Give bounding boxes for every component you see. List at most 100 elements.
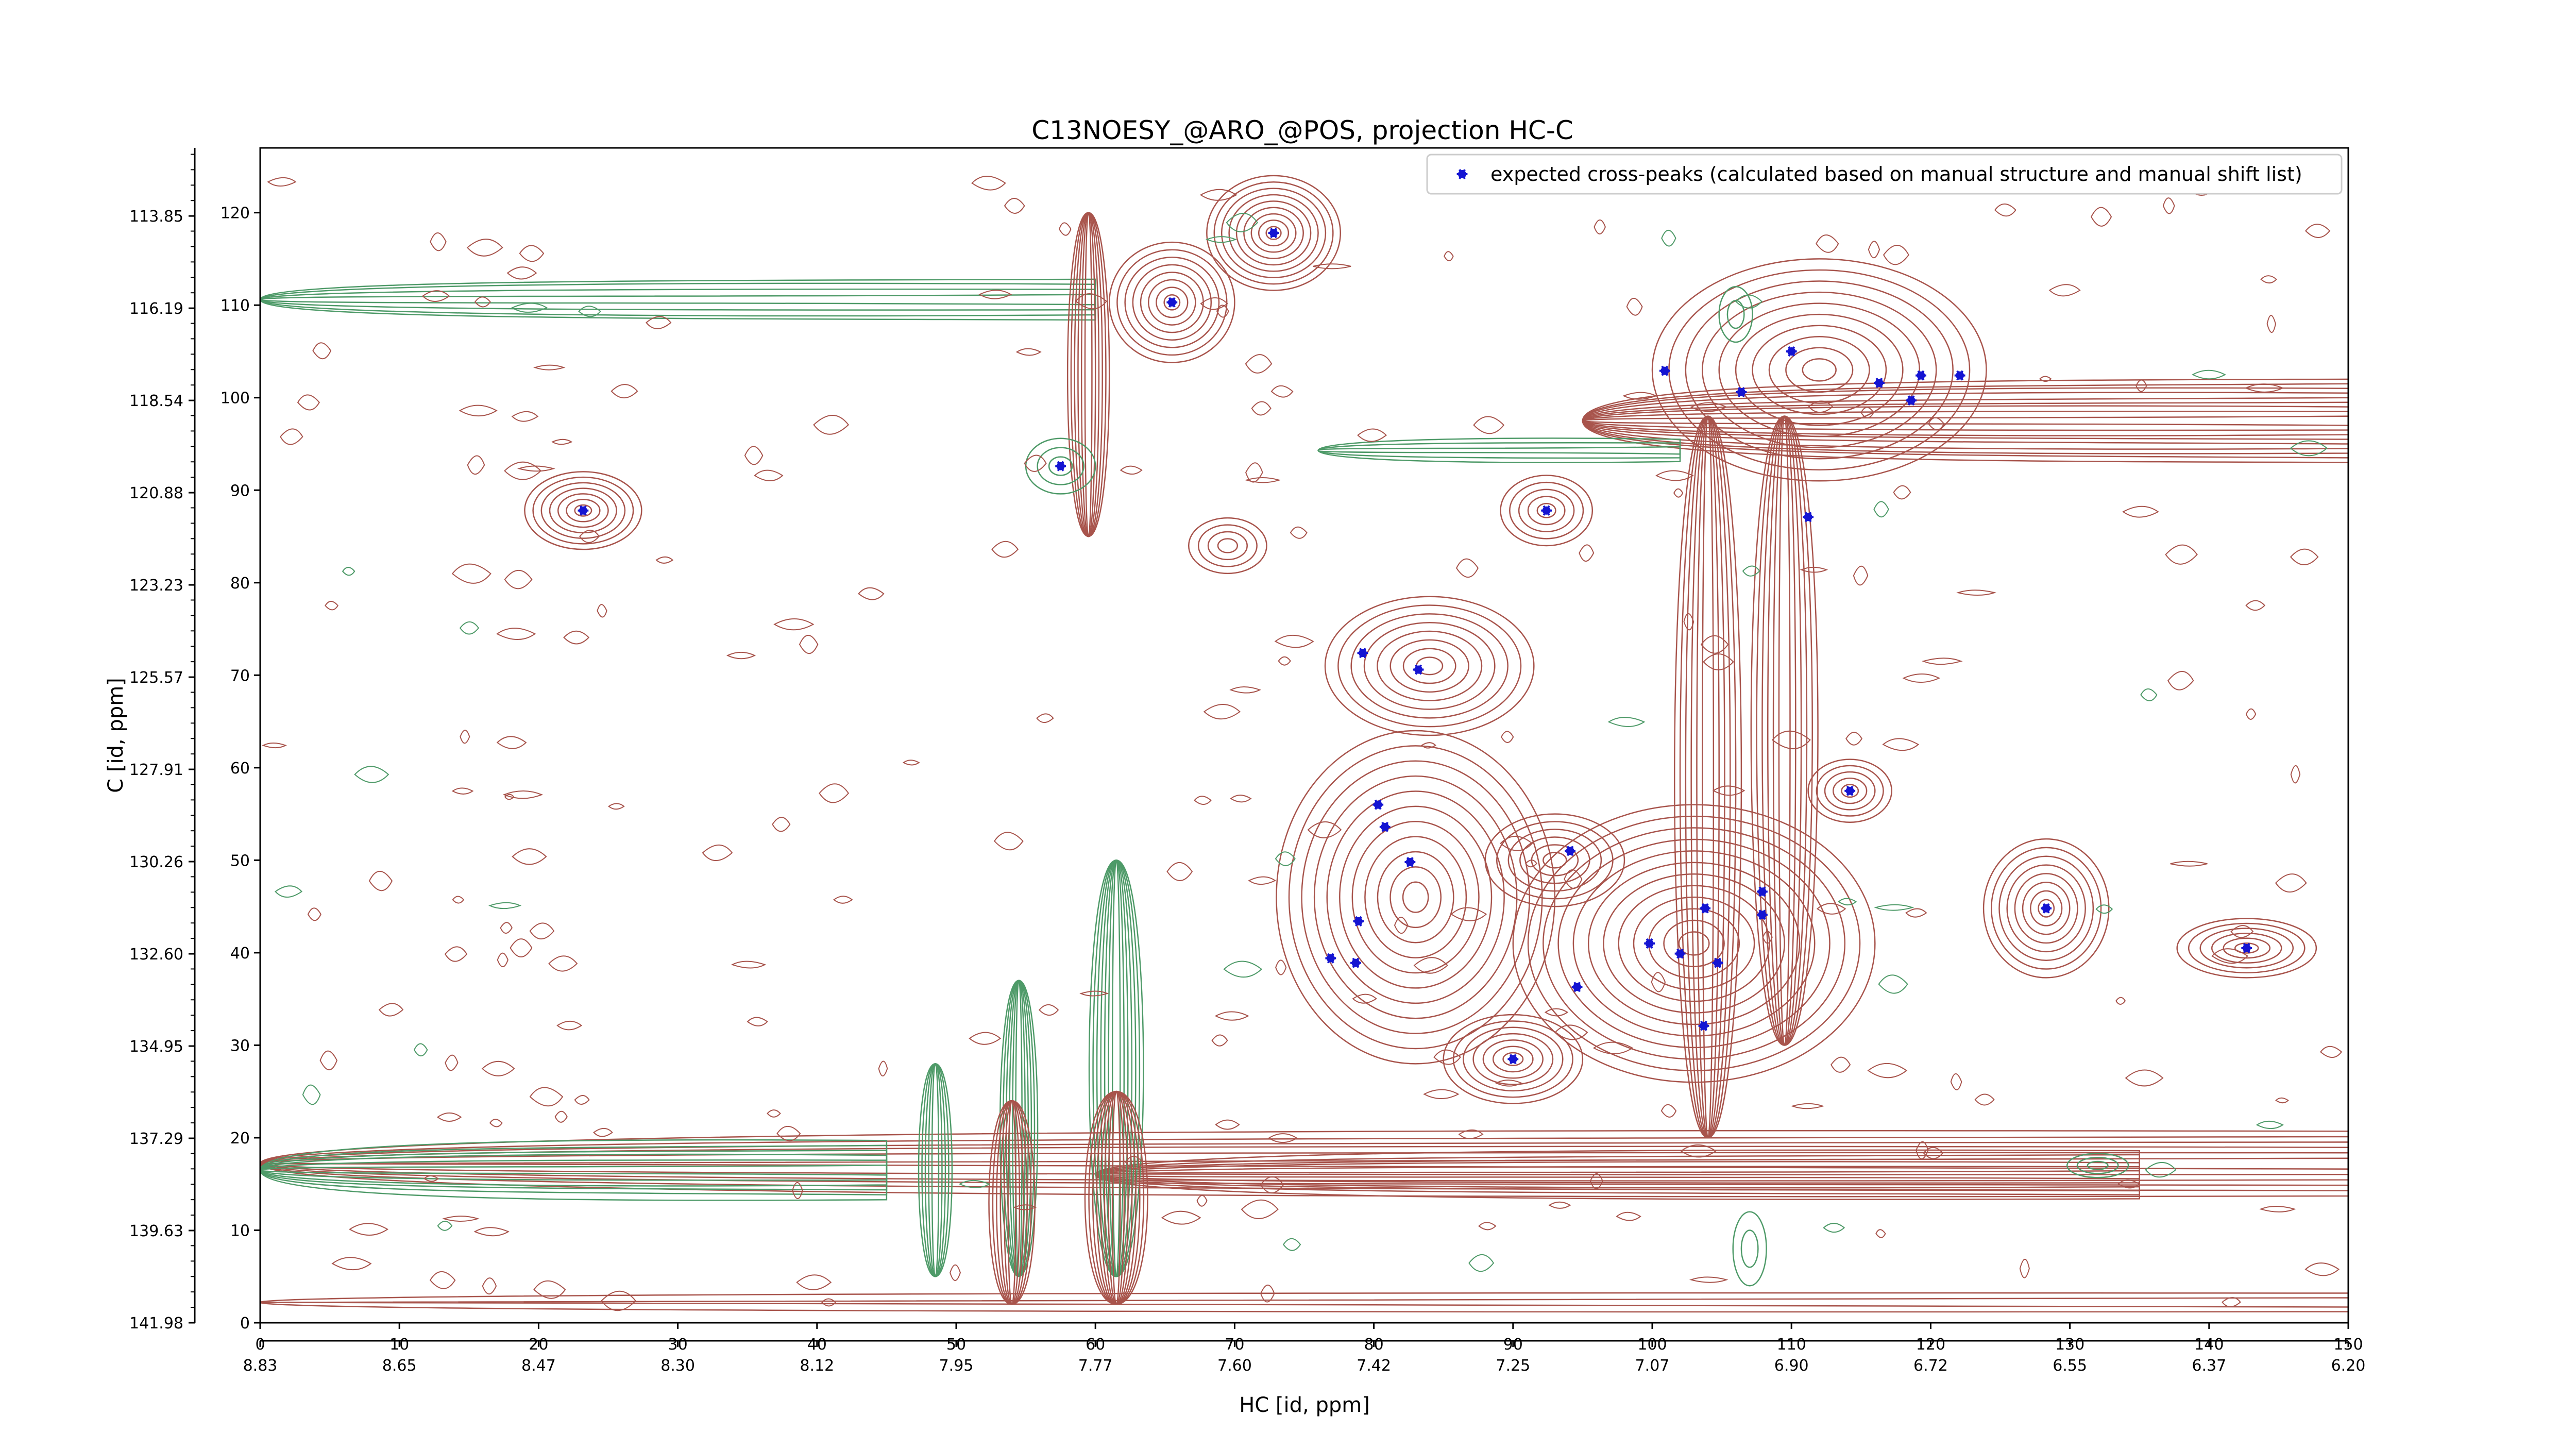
contour-line — [1718, 286, 1753, 343]
cross-peak-marker — [1268, 228, 1279, 239]
noise-contour — [1838, 898, 1857, 906]
contour-line — [1732, 1211, 1767, 1287]
noise-contour — [554, 1110, 568, 1123]
contour-line — [1088, 860, 1144, 1277]
noise-contour — [1874, 904, 1914, 911]
noise-contour — [776, 1125, 801, 1141]
noise-contour — [1473, 416, 1505, 434]
contour-line — [1527, 815, 1861, 1072]
noise-contour — [601, 1290, 636, 1311]
legend-label: expected cross-peaks (calculated based o… — [1490, 163, 2302, 186]
cross-peak-marker-spoke — [1758, 886, 1766, 897]
cross-peak-marker — [1659, 365, 1670, 376]
contour-line — [1207, 531, 1248, 561]
noise-contour — [1036, 713, 1054, 723]
noise-contour — [275, 885, 303, 898]
contour-line — [259, 1139, 888, 1201]
cross-peak-marker-spoke — [1543, 505, 1550, 516]
noise-contour — [1226, 213, 1258, 232]
noise-contour — [2290, 765, 2301, 784]
contour-line — [1313, 775, 1518, 1019]
cross-peak-marker-spoke — [1917, 370, 1925, 381]
noise-contour — [445, 1054, 459, 1071]
noise-contour — [1357, 428, 1387, 442]
negative-column-54 — [999, 980, 1039, 1277]
cross-peak-marker — [1565, 846, 1575, 856]
noise-contour — [1229, 686, 1261, 694]
noise-contour — [1823, 1223, 1845, 1233]
x-ppm-tick-label: 7.07 — [1635, 1357, 1670, 1375]
contour-line — [566, 498, 601, 523]
cross-peak-marker — [1571, 982, 1583, 992]
contour-line — [1651, 258, 1987, 482]
contour-line — [999, 980, 1039, 1277]
noise-contour — [331, 1257, 372, 1271]
noise-contour — [2165, 544, 2198, 565]
noise-contour — [1525, 860, 1538, 868]
y-tick-label: 120 — [221, 205, 250, 223]
noise-contour — [799, 635, 819, 654]
noise-contour — [2115, 997, 2126, 1005]
noise-contour — [452, 896, 465, 904]
noise-contour — [1450, 907, 1487, 921]
noise-contour — [1703, 653, 1734, 670]
noise-contour — [1307, 821, 1342, 838]
positive-streak-right — [1094, 1149, 2140, 1200]
noise-contour — [1214, 1011, 1249, 1021]
contour-line — [1377, 630, 1483, 701]
noise-contour — [2039, 376, 2052, 382]
noise-contour — [1216, 305, 1229, 318]
y-ppm-tick-label: 137.29 — [129, 1130, 183, 1148]
noise-contour — [1241, 1199, 1279, 1219]
contour-line — [1673, 415, 1742, 1139]
y-ppm-tick-label: 141.98 — [129, 1315, 183, 1333]
noise-contour — [459, 621, 480, 635]
cross-peak-marker-spoke — [1406, 856, 1414, 867]
contour-line — [524, 471, 642, 550]
noise-contour — [1974, 1093, 1995, 1106]
y-ppm-tick-label: 123.23 — [129, 577, 183, 595]
contour-peak — [2176, 918, 2317, 979]
contour-line — [1482, 1039, 1544, 1079]
contour-line — [1221, 188, 1327, 278]
contour-line — [1351, 821, 1480, 974]
noise-contour — [444, 946, 468, 962]
cross-peak-marker — [1541, 505, 1552, 516]
noise-contour — [325, 601, 338, 611]
noise-contour — [262, 743, 287, 749]
contour-line — [1389, 639, 1469, 693]
noise-contour — [1923, 1147, 1944, 1159]
noise-contour — [1902, 673, 1941, 683]
noise-contour — [1831, 1056, 1851, 1073]
x-ppm-tick-label: 7.60 — [1217, 1357, 1252, 1375]
cross-peak-marker-spoke — [2042, 903, 2050, 914]
cross-peak-marker-spoke — [1907, 395, 1915, 406]
x-ppm-tick-label: 7.42 — [1357, 1357, 1391, 1375]
y-tick-label: 90 — [230, 482, 250, 500]
contour-line — [1243, 207, 1304, 259]
cross-peak-marker — [1055, 461, 1066, 471]
cross-peak-marker — [2241, 942, 2252, 953]
contour-line — [1752, 325, 1887, 415]
noise-contour — [1956, 589, 1996, 596]
contour-line — [1472, 1033, 1554, 1085]
noise-contour — [611, 384, 638, 398]
contour-line — [1998, 855, 2094, 961]
contour-line — [1536, 502, 1556, 518]
noise-contour — [517, 465, 555, 472]
noise-contour — [2019, 1258, 2030, 1278]
cross-peak-marker-spoke — [1758, 909, 1766, 920]
noise-contour — [1058, 222, 1072, 236]
plot-frame — [259, 147, 2349, 1324]
noise-contour — [1808, 400, 1834, 413]
noise-contour — [451, 563, 492, 584]
noise-contour — [1468, 1254, 1495, 1272]
noise-contour — [2136, 379, 2147, 392]
noise-contour — [593, 1127, 613, 1137]
noise-contour — [1867, 1063, 1908, 1079]
positive-column-104 — [1673, 415, 1742, 1139]
noise-contour — [754, 469, 784, 482]
cross-peak-marker — [1954, 370, 1965, 381]
noise-contour — [502, 790, 544, 799]
